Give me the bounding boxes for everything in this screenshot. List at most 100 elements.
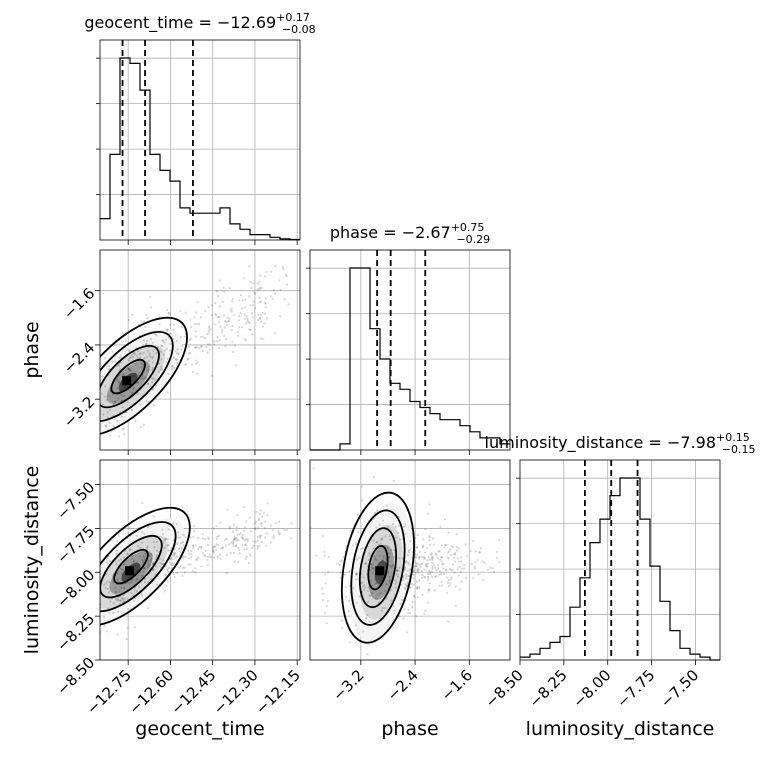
sample-point	[360, 499, 364, 502]
x-tick-label: −12.30	[210, 666, 262, 718]
sample-point	[150, 557, 153, 560]
sample-point	[101, 375, 104, 378]
sample-point	[170, 563, 173, 566]
sample-point	[152, 349, 155, 352]
sample-point	[92, 606, 94, 608]
sample-point	[208, 348, 211, 351]
sample-point	[261, 286, 264, 289]
sample-point	[136, 577, 139, 580]
sample-point	[489, 566, 492, 569]
sample-point	[194, 567, 197, 570]
sample-point	[129, 390, 132, 393]
sample-point	[454, 560, 457, 563]
sample-point	[128, 572, 131, 576]
sample-point	[190, 549, 193, 553]
sample-point	[103, 385, 107, 388]
sample-point	[116, 378, 119, 381]
sample-point	[245, 597, 247, 599]
sample-point	[235, 537, 238, 540]
xlabel-luminosity-distance: luminosity_distance	[526, 718, 715, 740]
sample-point	[139, 403, 142, 406]
sample-point	[416, 568, 419, 572]
sample-point	[259, 509, 262, 512]
sample-point	[354, 572, 357, 575]
sample-point	[130, 391, 134, 394]
sample-point	[160, 344, 163, 347]
sample-point	[117, 397, 120, 400]
sample-point	[428, 536, 431, 539]
sample-point	[111, 360, 114, 363]
sample-point	[136, 590, 139, 593]
sample-point	[216, 340, 219, 343]
sample-point	[269, 270, 272, 273]
sample-point	[250, 312, 253, 315]
x-tick-label: −8.25	[525, 666, 570, 711]
sample-point	[96, 376, 98, 378]
sample-point	[229, 309, 232, 312]
sample-point	[233, 314, 236, 317]
sample-point	[361, 547, 364, 550]
sample-point	[217, 321, 221, 324]
histogram-geocent_time	[100, 57, 300, 241]
y-tick-label: −3.2	[60, 393, 98, 431]
sample-point	[114, 560, 117, 563]
sample-point	[266, 502, 269, 505]
panel-frame	[309, 459, 511, 661]
sample-point	[146, 350, 149, 353]
sample-point	[159, 566, 162, 569]
sample-point	[176, 572, 179, 575]
sample-point	[179, 542, 182, 545]
sample-point	[241, 536, 244, 539]
sample-point	[303, 509, 305, 511]
sample-point	[404, 523, 407, 526]
sample-point	[127, 359, 130, 362]
sample-point	[423, 556, 426, 559]
sample-point	[370, 566, 374, 569]
sample-point	[130, 378, 133, 381]
sample-point	[361, 581, 364, 584]
sample-point	[130, 409, 133, 412]
sample-point	[260, 522, 263, 525]
sample-point	[275, 521, 278, 525]
sample-point	[255, 510, 258, 514]
sample-point	[243, 529, 246, 532]
sample-point	[425, 547, 428, 550]
sample-point	[166, 538, 169, 541]
sample-point	[256, 535, 259, 539]
sample-point	[128, 369, 131, 372]
sample-point	[258, 545, 261, 548]
sample-point	[200, 335, 203, 338]
sample-point	[116, 598, 120, 601]
sample-point	[435, 554, 438, 557]
sample-point	[259, 313, 262, 316]
sample-point	[135, 561, 138, 564]
sample-point	[323, 550, 326, 553]
sample-point	[474, 561, 477, 564]
title-geocent-time: geocent_time = −12.69+0.17 −0.08	[84, 11, 315, 36]
density-contours	[100, 316, 415, 644]
sample-point	[420, 563, 423, 566]
sample-point	[122, 555, 126, 559]
sample-point	[408, 574, 411, 577]
sample-point	[418, 563, 421, 566]
sample-point	[149, 295, 152, 298]
sample-point	[103, 583, 106, 586]
sample-point	[474, 550, 477, 553]
panel-frame	[99, 39, 301, 241]
sample-point	[278, 531, 281, 535]
sample-point	[148, 354, 151, 357]
sample-point	[179, 564, 182, 568]
sample-point	[244, 557, 247, 560]
shade-group	[100, 518, 185, 627]
sample-point	[388, 580, 391, 583]
sample-point	[128, 582, 131, 585]
sample-point	[95, 435, 97, 437]
sample-point	[104, 582, 108, 585]
sample-point	[439, 572, 443, 576]
sample-point	[139, 356, 142, 360]
sample-point	[425, 565, 428, 568]
sample-point	[243, 277, 246, 280]
sample-point	[101, 392, 104, 395]
sample-point	[362, 585, 365, 588]
sample-point	[208, 343, 211, 346]
